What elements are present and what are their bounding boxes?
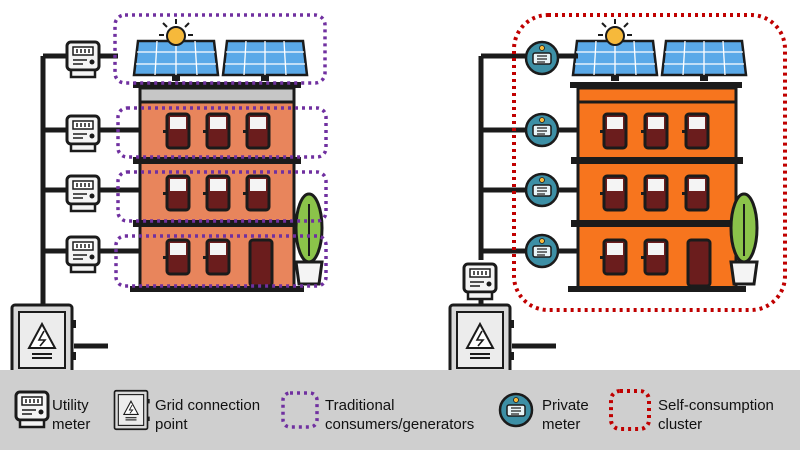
right-private-meters: [524, 40, 560, 269]
right-solar-panels: [571, 18, 748, 83]
utility-meter-icon: [65, 114, 101, 153]
private-meter-icon: [524, 172, 560, 208]
legend-private-meter-label: Private meter: [542, 396, 589, 434]
legend-grid-connection-label: Grid connection point: [155, 396, 260, 434]
legend-private-meter-line-1: Private: [542, 397, 589, 414]
self-consumption-cluster-outline: [512, 13, 787, 312]
left-plant-icon: [294, 192, 324, 286]
legend-utility-meter: Utility meter: [0, 370, 140, 450]
legend-private-meter-line-2: meter: [542, 416, 581, 433]
legend-self-consumption-line-1: Self-consumption: [658, 397, 774, 414]
legend-grid-connection-line-2: point: [155, 416, 188, 433]
legend-traditional-line-1: Traditional: [325, 397, 395, 414]
right-grid-connection-icon: [448, 303, 516, 370]
legend-traditional: Traditional consumers/generators: [278, 370, 493, 450]
right-plant-icon: [729, 192, 759, 286]
legend-utility-meter-label: Utility meter: [52, 396, 90, 434]
private-meter-icon: [524, 112, 560, 148]
private-meter-icon: [524, 233, 560, 269]
right-utility-meter-icon: [462, 262, 498, 301]
private-meter-icon: [524, 40, 560, 76]
left-grid-connection-icon: [10, 303, 78, 370]
legend-grid-connection: Grid connection point: [105, 370, 275, 450]
left-utility-meters: [65, 40, 101, 274]
utility-meter-icon: [65, 174, 101, 213]
legend-utility-meter-line-1: Utility: [52, 397, 89, 414]
legend-self-consumption-label: Self-consumption cluster: [658, 396, 774, 434]
left-solar-panel-1: [132, 39, 220, 83]
utility-meter-icon: [14, 390, 50, 429]
legend: Utility meter Grid connection point Trad…: [0, 370, 800, 450]
legend-private-meter: Private meter: [492, 370, 602, 450]
left-solar-panel-2: [221, 39, 309, 83]
energy-community-diagram: [10, 13, 787, 370]
left-solar-panels: [132, 18, 309, 83]
utility-meter-icon: [65, 40, 101, 79]
left-wiring: [40, 53, 140, 349]
legend-grid-connection-line-1: Grid connection: [155, 397, 261, 414]
grid-connection-icon: [113, 389, 151, 431]
legend-traditional-line-2: consumers/generators: [325, 416, 475, 433]
right-solar-panel-2: [660, 39, 748, 83]
legend-self-consumption-line-2: cluster: [658, 416, 703, 433]
traditional-outline-icon: [281, 391, 319, 429]
right-wiring: [478, 53, 578, 349]
left-building: [130, 82, 304, 292]
private-meter-icon: [498, 392, 534, 428]
legend-traditional-label: Traditional consumers/generators: [325, 396, 474, 434]
traditional-outlines: [113, 13, 328, 288]
utility-meter-icon: [65, 235, 101, 274]
right-building: [568, 82, 746, 292]
legend-utility-meter-line-2: meter: [52, 416, 91, 433]
right-solar-panel-1: [571, 39, 659, 83]
legend-self-consumption: Self-consumption cluster: [606, 370, 800, 450]
self-consumption-outline-icon: [609, 389, 651, 431]
